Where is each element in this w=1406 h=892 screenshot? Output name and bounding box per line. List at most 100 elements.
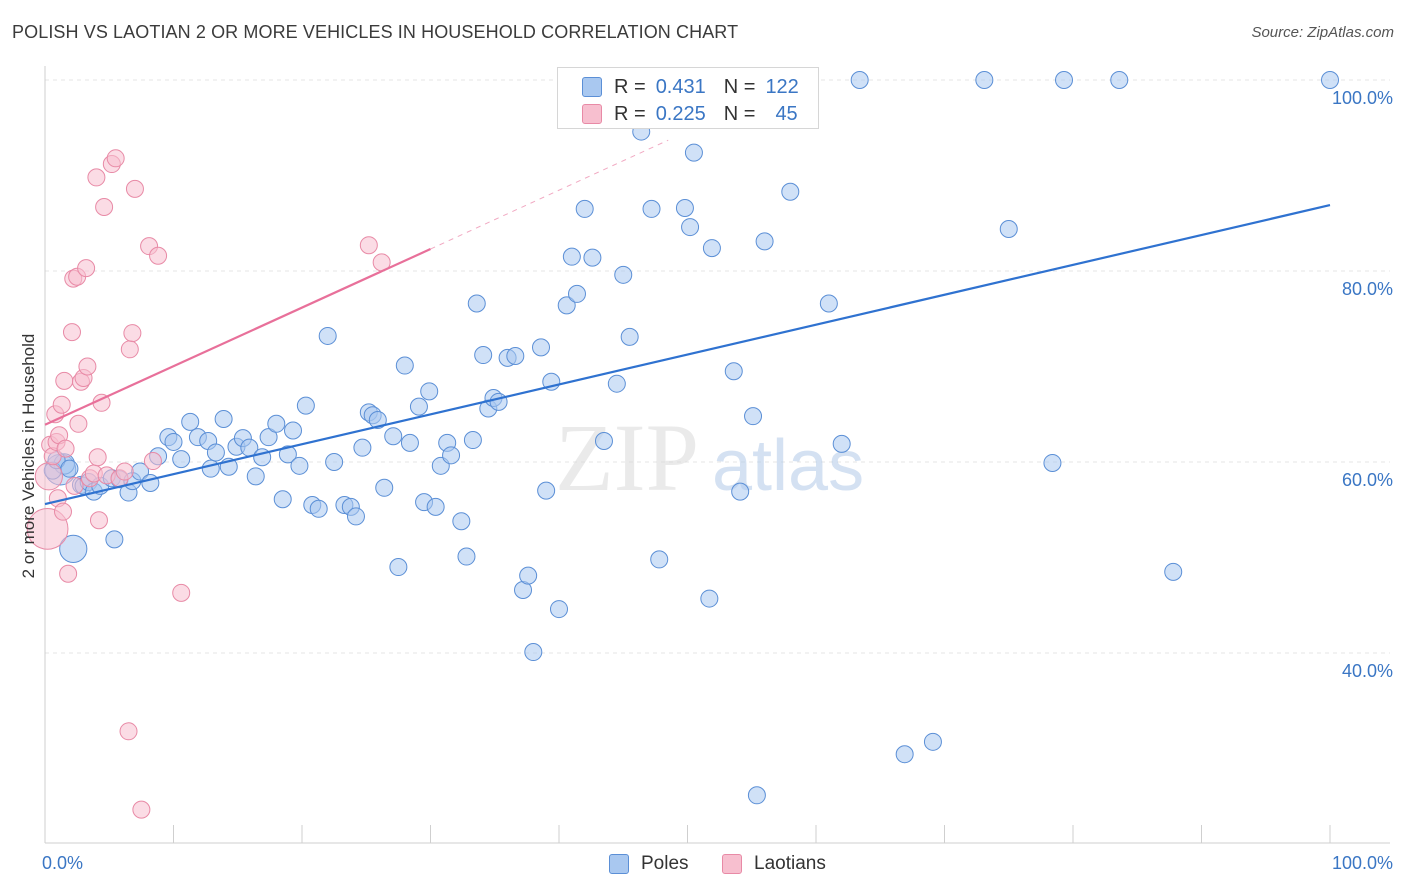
poles-point: [1043, 453, 1062, 472]
poles-point: [290, 456, 309, 475]
chart-title: POLISH VS LAOTIAN 2 OR MORE VEHICLES IN …: [12, 22, 739, 42]
poles-point: [850, 71, 869, 89]
poles-point: [575, 199, 594, 218]
poles-point: [278, 445, 297, 464]
poles-point: [895, 745, 914, 764]
poles-point: [172, 450, 191, 469]
laotians-point: [119, 722, 138, 741]
poles-point: [724, 362, 743, 381]
poles-point: [400, 433, 419, 452]
poles-point: [620, 327, 639, 346]
poles-swatch: [582, 77, 602, 97]
poles-point: [923, 732, 942, 751]
poles-point: [181, 412, 200, 431]
poles-point: [267, 414, 286, 433]
poles-point: [489, 392, 508, 411]
poles-point: [467, 294, 486, 313]
poles-point: [747, 786, 766, 805]
bottom-legend-poles[interactable]: Poles: [609, 851, 689, 877]
laotians-point: [115, 462, 134, 481]
poles-point: [259, 428, 278, 447]
poles-point: [60, 459, 79, 478]
bottom-legend-laotians[interactable]: Laotians: [722, 851, 826, 877]
y-tick-label: 80.0%: [1342, 279, 1393, 299]
source-label: Source: ZipAtlas.com: [1251, 24, 1394, 41]
poles-point: [975, 71, 994, 89]
laotians-point: [172, 583, 191, 602]
poles-point: [214, 410, 233, 429]
grid-lines: [45, 79, 1390, 654]
laotians-point: [65, 476, 84, 495]
poles-point: [164, 432, 183, 451]
poles-point: [702, 239, 721, 258]
y-tick-label: 100.0%: [1332, 88, 1393, 108]
laotians-trend-line: [44, 248, 431, 426]
poles-point: [353, 438, 372, 457]
poles-point: [731, 482, 750, 501]
poles-point: [537, 481, 556, 500]
laotians-point: [125, 179, 144, 198]
poles-point: [583, 248, 602, 267]
legend-r-value: 0.225: [655, 102, 706, 125]
laotians-legend-label: Laotians: [754, 853, 826, 874]
poles-point: [519, 566, 538, 585]
legend-n-label: N =: [723, 102, 756, 125]
legend-n-label: N =: [723, 75, 756, 98]
laotians-point: [56, 439, 75, 458]
poles-point: [463, 431, 482, 450]
legend-n-value: 122: [765, 75, 799, 98]
poles-point: [273, 490, 292, 509]
poles-point: [384, 427, 403, 446]
poles-point: [684, 143, 703, 162]
poles-point: [368, 410, 387, 429]
y-tick-label: 60.0%: [1342, 470, 1393, 490]
poles-point: [284, 421, 303, 440]
laotians-point: [95, 198, 114, 217]
poles-point: [246, 467, 265, 486]
stats-legend: R = 0.431 N = 122 R = 0.225 N = 45: [557, 67, 819, 129]
poles-point: [201, 459, 220, 478]
poles-point: [562, 247, 581, 266]
legend-n-value: 45: [775, 102, 798, 125]
legend-row-laotians: R = 0.225 N = 45: [582, 101, 798, 127]
laotians-point: [52, 395, 71, 414]
poles-point: [642, 199, 661, 218]
laotians-point: [120, 340, 139, 359]
poles-point: [681, 218, 700, 237]
laotians-point: [149, 246, 168, 265]
watermark-zip: ZIP: [555, 404, 699, 511]
y-tick-label: 40.0%: [1342, 661, 1393, 681]
poles-point: [607, 374, 626, 393]
laotians-point: [143, 452, 162, 471]
x-tick-label: 100.0%: [1332, 853, 1393, 873]
poles-point: [59, 534, 88, 564]
laotians-trend-extension: [430, 139, 669, 250]
poles-point: [474, 346, 493, 365]
poles-point: [389, 558, 408, 577]
poles-point: [781, 182, 800, 201]
poles-point: [744, 407, 763, 426]
laotians-point: [132, 800, 151, 819]
legend-row-poles: R = 0.431 N = 122: [582, 74, 799, 100]
poles-point: [550, 600, 568, 619]
poles-point: [206, 443, 225, 462]
poles-point: [506, 346, 525, 365]
poles-point: [296, 396, 315, 415]
poles-point: [409, 397, 428, 416]
poles-point: [700, 589, 719, 608]
poles-point: [1164, 562, 1183, 581]
poles-point: [594, 431, 613, 450]
laotians-point: [88, 448, 107, 467]
poles-point: [532, 338, 551, 357]
poles-point: [567, 284, 586, 303]
trend-lines: [44, 139, 1331, 506]
legend-r-label: R =: [614, 75, 646, 98]
legend-r-value: 0.431: [655, 75, 706, 98]
poles-point: [1110, 71, 1129, 89]
poles-point: [999, 219, 1018, 238]
legend-r-label: R =: [614, 102, 646, 125]
laotians-point: [53, 502, 72, 521]
poles-legend-label: Poles: [641, 853, 689, 874]
laotians-point: [89, 511, 108, 530]
